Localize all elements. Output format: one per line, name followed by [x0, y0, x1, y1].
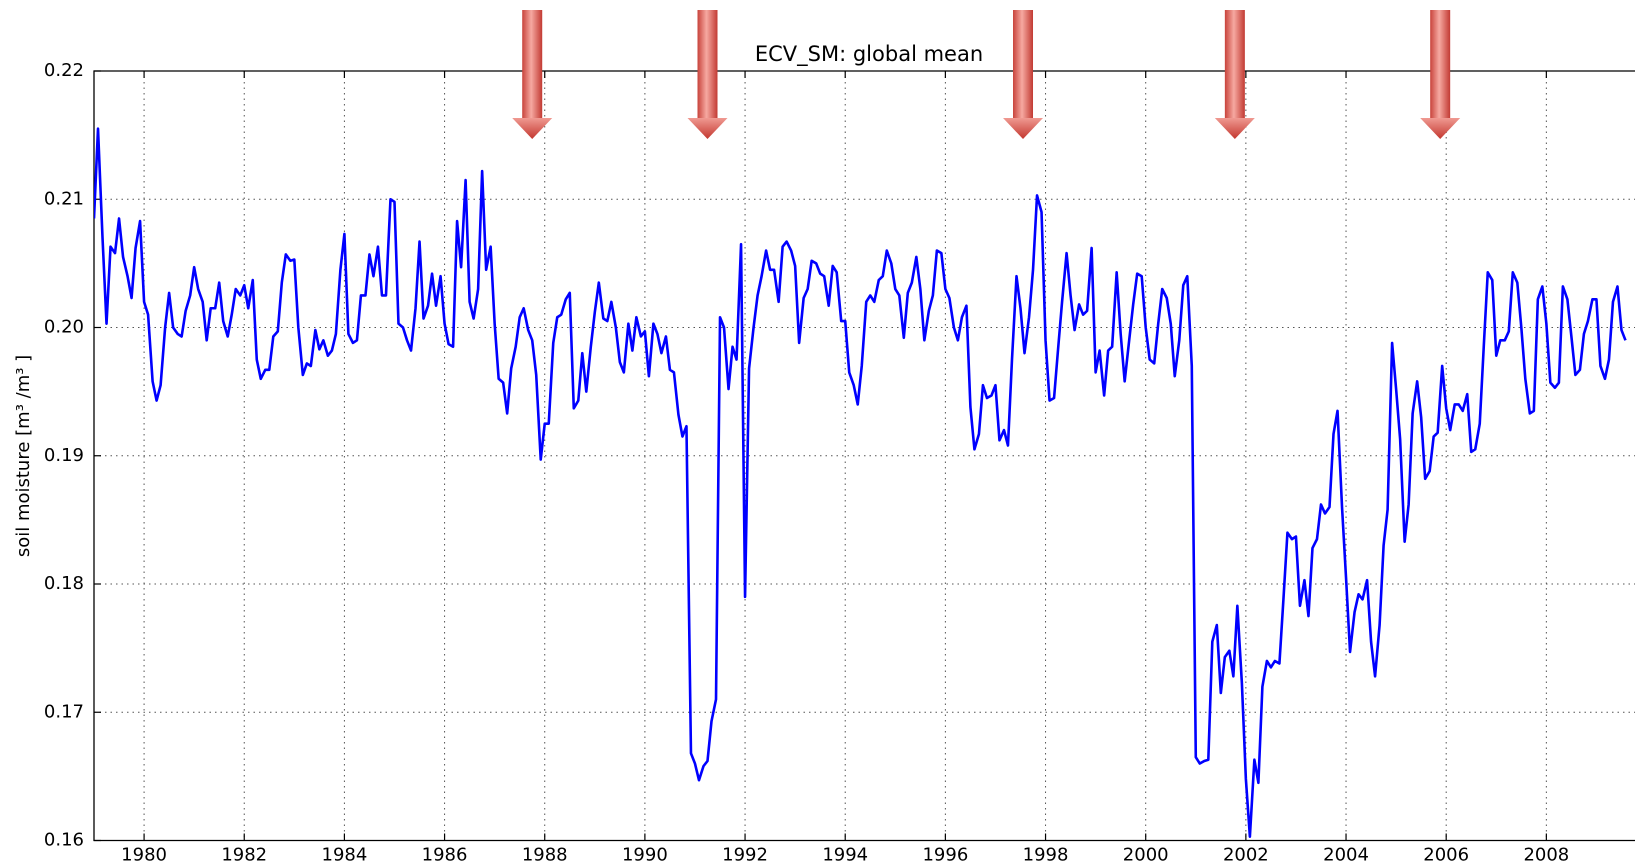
arrow-head	[512, 118, 553, 139]
x-tick-label: 1982	[221, 845, 267, 866]
arrow-head	[1214, 118, 1255, 139]
x-tick-label: 2004	[1323, 845, 1369, 866]
arrow-shaft	[1013, 10, 1034, 122]
x-tick-label: 1988	[522, 845, 568, 866]
x-tick-label: 2006	[1423, 845, 1469, 866]
x-tick-label: 1984	[322, 845, 368, 866]
arrow	[512, 10, 553, 139]
x-tick-label: 1986	[422, 845, 468, 866]
arrow-head	[1420, 118, 1461, 139]
arrow-shaft	[697, 10, 718, 122]
arrow	[1420, 10, 1461, 139]
chart-title: ECV_SM: global mean	[755, 42, 983, 67]
y-tick-label: 0.18	[44, 573, 84, 594]
y-tick-label: 0.20	[44, 317, 84, 338]
x-tick-label: 1996	[922, 845, 968, 866]
axes-frame	[93, 70, 1635, 842]
y-tick-label: 0.22	[44, 60, 84, 81]
y-tick-label: 0.17	[44, 701, 84, 722]
y-tick-label: 0.19	[44, 445, 84, 466]
y-tick-label: 0.21	[44, 188, 84, 209]
x-tick-label: 1990	[622, 845, 668, 866]
arrow-shaft	[522, 10, 543, 122]
arrow-head	[687, 118, 728, 139]
arrow-head	[1003, 118, 1044, 139]
arrow-shaft	[1224, 10, 1245, 122]
x-tick-label: 1980	[121, 845, 167, 866]
x-tick-label: 2002	[1223, 845, 1269, 866]
x-tick-label: 2000	[1123, 845, 1169, 866]
y-tick-label: 0.16	[44, 830, 84, 851]
x-tick-label: 1994	[822, 845, 868, 866]
arrow	[1214, 10, 1255, 139]
arrow	[687, 10, 728, 139]
x-tick-label: 1992	[722, 845, 768, 866]
y-axis-label: soil moisture [m³ /m³ ]	[13, 355, 34, 557]
arrow-shaft	[1430, 10, 1451, 122]
plot-area	[94, 127, 1627, 838]
x-tick-label: 2008	[1523, 845, 1569, 866]
arrow	[1003, 10, 1044, 139]
data-line	[94, 127, 1627, 838]
x-tick-label: 1998	[1023, 845, 1069, 866]
